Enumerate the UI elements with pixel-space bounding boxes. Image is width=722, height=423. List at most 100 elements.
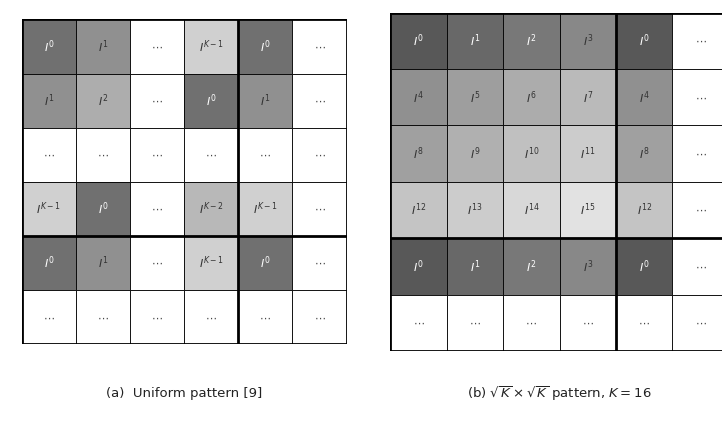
Text: $\cdots$: $\cdots$ [259, 150, 271, 160]
Text: $I^3$: $I^3$ [583, 33, 593, 49]
Text: $I^8$: $I^8$ [639, 146, 649, 162]
Bar [391, 126, 447, 182]
Bar [130, 290, 184, 344]
Bar [391, 13, 447, 69]
Bar [503, 13, 560, 69]
Text: $I^1$: $I^1$ [470, 33, 480, 49]
Text: $\cdots$: $\cdots$ [151, 258, 163, 268]
Bar [238, 182, 292, 236]
Bar [391, 69, 447, 126]
Text: $\cdots$: $\cdots$ [313, 258, 326, 268]
Text: $I^{12}$: $I^{12}$ [637, 202, 652, 218]
Bar [560, 126, 616, 182]
Text: $\cdots$: $\cdots$ [695, 149, 707, 159]
Text: $I^{K-1}$: $I^{K-1}$ [36, 201, 61, 217]
Text: $I^4$: $I^4$ [413, 89, 424, 106]
Text: $I^{10}$: $I^{10}$ [523, 146, 539, 162]
Text: $\cdots$: $\cdots$ [97, 150, 109, 160]
Text: $\cdots$: $\cdots$ [259, 312, 271, 322]
Text: $I^8$: $I^8$ [413, 146, 424, 162]
Bar [391, 182, 447, 238]
Text: $\cdots$: $\cdots$ [412, 318, 425, 328]
Text: $\cdots$: $\cdots$ [638, 318, 650, 328]
Bar [22, 182, 76, 236]
Bar [292, 290, 347, 344]
Text: $I^0$: $I^0$ [206, 92, 217, 109]
Text: $I^{14}$: $I^{14}$ [523, 202, 539, 218]
Bar [560, 182, 616, 238]
Bar [184, 290, 238, 344]
Text: $I^5$: $I^5$ [470, 89, 480, 106]
Text: $I^{K-2}$: $I^{K-2}$ [199, 201, 224, 217]
Text: $\cdots$: $\cdots$ [151, 96, 163, 106]
Bar [616, 238, 672, 295]
Bar [130, 182, 184, 236]
Text: $\cdots$: $\cdots$ [526, 318, 537, 328]
Bar [560, 69, 616, 126]
Text: $\cdots$: $\cdots$ [151, 41, 163, 52]
Text: (a)  Uniform pattern [9]: (a) Uniform pattern [9] [106, 387, 262, 400]
Bar [616, 69, 672, 126]
Text: $I^6$: $I^6$ [526, 89, 536, 106]
Text: $\cdots$: $\cdots$ [582, 318, 593, 328]
Bar [292, 128, 347, 182]
Text: $I^0$: $I^0$ [639, 33, 649, 49]
Bar [672, 295, 722, 351]
Bar [391, 238, 447, 295]
Text: $\cdots$: $\cdots$ [151, 204, 163, 214]
Text: $I^1$: $I^1$ [260, 92, 271, 109]
Bar [616, 13, 672, 69]
Text: $\cdots$: $\cdots$ [205, 150, 217, 160]
Text: $I^9$: $I^9$ [470, 146, 480, 162]
Text: $I^{11}$: $I^{11}$ [580, 146, 596, 162]
Text: $I^0$: $I^0$ [43, 38, 54, 55]
Bar [184, 182, 238, 236]
Bar [447, 182, 503, 238]
Bar [292, 236, 347, 290]
Bar [672, 126, 722, 182]
Bar [616, 182, 672, 238]
Bar [292, 182, 347, 236]
Text: $I^0$: $I^0$ [260, 38, 271, 55]
Bar [130, 74, 184, 128]
Bar [292, 74, 347, 128]
Text: $I^{13}$: $I^{13}$ [467, 202, 482, 218]
Text: $\cdots$: $\cdots$ [313, 150, 326, 160]
Text: $I^7$: $I^7$ [583, 89, 593, 106]
Text: $\cdots$: $\cdots$ [695, 92, 707, 102]
Text: $I^{12}$: $I^{12}$ [411, 202, 426, 218]
Text: $\cdots$: $\cdots$ [695, 318, 707, 328]
Bar [292, 19, 347, 74]
Bar [22, 74, 76, 128]
Text: $\cdots$: $\cdots$ [151, 312, 163, 322]
Bar [130, 19, 184, 74]
Text: $I^1$: $I^1$ [97, 38, 108, 55]
Text: $I^2$: $I^2$ [97, 92, 108, 109]
Text: $\cdots$: $\cdots$ [695, 261, 707, 272]
Bar [184, 128, 238, 182]
Text: $\cdots$: $\cdots$ [695, 205, 707, 215]
Bar [130, 128, 184, 182]
Bar [238, 19, 292, 74]
Text: $I^1$: $I^1$ [97, 255, 108, 272]
Text: $I^{K-1}$: $I^{K-1}$ [199, 38, 224, 55]
Bar [503, 182, 560, 238]
Text: $I^4$: $I^4$ [639, 89, 650, 106]
Bar [184, 74, 238, 128]
Bar [503, 69, 560, 126]
Bar [391, 295, 447, 351]
Text: $I^0$: $I^0$ [639, 258, 649, 275]
Bar [76, 74, 130, 128]
Bar [447, 295, 503, 351]
Bar [616, 295, 672, 351]
Bar [447, 126, 503, 182]
Bar [672, 69, 722, 126]
Text: $I^{K-1}$: $I^{K-1}$ [253, 201, 278, 217]
Bar [560, 13, 616, 69]
Bar [184, 19, 238, 74]
Bar [130, 236, 184, 290]
Text: $I^0$: $I^0$ [260, 255, 271, 272]
Text: $\cdots$: $\cdots$ [43, 150, 55, 160]
Text: $\cdots$: $\cdots$ [695, 36, 707, 46]
Text: (b) $\sqrt{K} \times \sqrt{K}$ pattern, $K = 16$: (b) $\sqrt{K} \times \sqrt{K}$ pattern, … [467, 384, 652, 403]
